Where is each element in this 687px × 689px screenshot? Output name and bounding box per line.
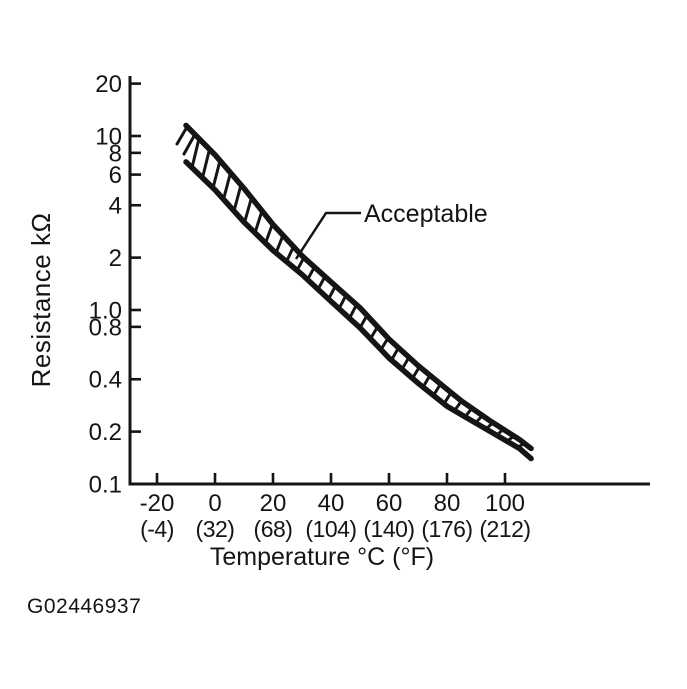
y-tick-label: 0.1: [89, 472, 122, 499]
plot-generated: 201086421.00.80.40.20.1-20(-4)0(32)20(68…: [89, 71, 650, 542]
x-tick-label-celsius: 0: [208, 490, 221, 517]
hatch-mark: [211, 159, 222, 190]
x-tick-label-fahrenheit: (68): [254, 516, 293, 542]
hatch-mark: [274, 233, 285, 255]
hatch-mark: [182, 134, 196, 156]
y-tick-label: 10: [95, 124, 122, 151]
x-tick-label-fahrenheit: (176): [421, 516, 472, 542]
figure-id: G02446937: [27, 595, 141, 618]
x-tick-label-fahrenheit: (32): [196, 516, 235, 542]
hatch-mark: [222, 171, 232, 201]
hatch-mark: [253, 209, 264, 235]
x-tick-label-celsius: 40: [318, 490, 345, 517]
y-tick-label: 0.2: [89, 419, 122, 446]
hatch-mark: [232, 183, 243, 213]
x-tick-label-fahrenheit: (-4): [140, 516, 174, 542]
annotation-leader-line: [294, 211, 361, 260]
hatch-mark: [243, 196, 253, 225]
hatch-mark: [264, 222, 274, 245]
x-tick-label-fahrenheit: (212): [479, 516, 530, 542]
y-tick-label: 6: [109, 162, 122, 189]
x-tick-label-fahrenheit: (140): [363, 516, 414, 542]
hatch-mark: [175, 125, 189, 146]
x-tick-label-celsius: 80: [434, 490, 461, 517]
lower-limit-curve: [183, 159, 534, 462]
hatch-mark: [201, 147, 211, 180]
annotation-label: Acceptable: [364, 200, 488, 228]
x-tick-label-celsius: 100: [485, 490, 525, 517]
x-axis-title: Temperature °C (°F): [210, 543, 434, 571]
y-tick-label: 2: [109, 245, 122, 272]
y-axis-title: Resistance kΩ: [26, 213, 56, 388]
x-tick-label-celsius: 20: [260, 490, 287, 517]
y-tick-label: 4: [109, 193, 122, 220]
hatch-mark: [190, 137, 201, 170]
y-tick-label: 20: [95, 71, 122, 98]
y-tick-label: 1.0: [89, 298, 122, 325]
axes-line: [128, 76, 650, 486]
x-tick-label-celsius: -20: [140, 490, 175, 517]
y-tick-label: 0.4: [89, 367, 122, 394]
y-tick-label: 0.8: [89, 314, 122, 341]
y-tick-label: 8: [109, 140, 122, 167]
x-tick-label-fahrenheit: (104): [305, 516, 356, 542]
upper-limit-curve: [183, 122, 534, 452]
x-tick-label-celsius: 60: [376, 490, 403, 517]
